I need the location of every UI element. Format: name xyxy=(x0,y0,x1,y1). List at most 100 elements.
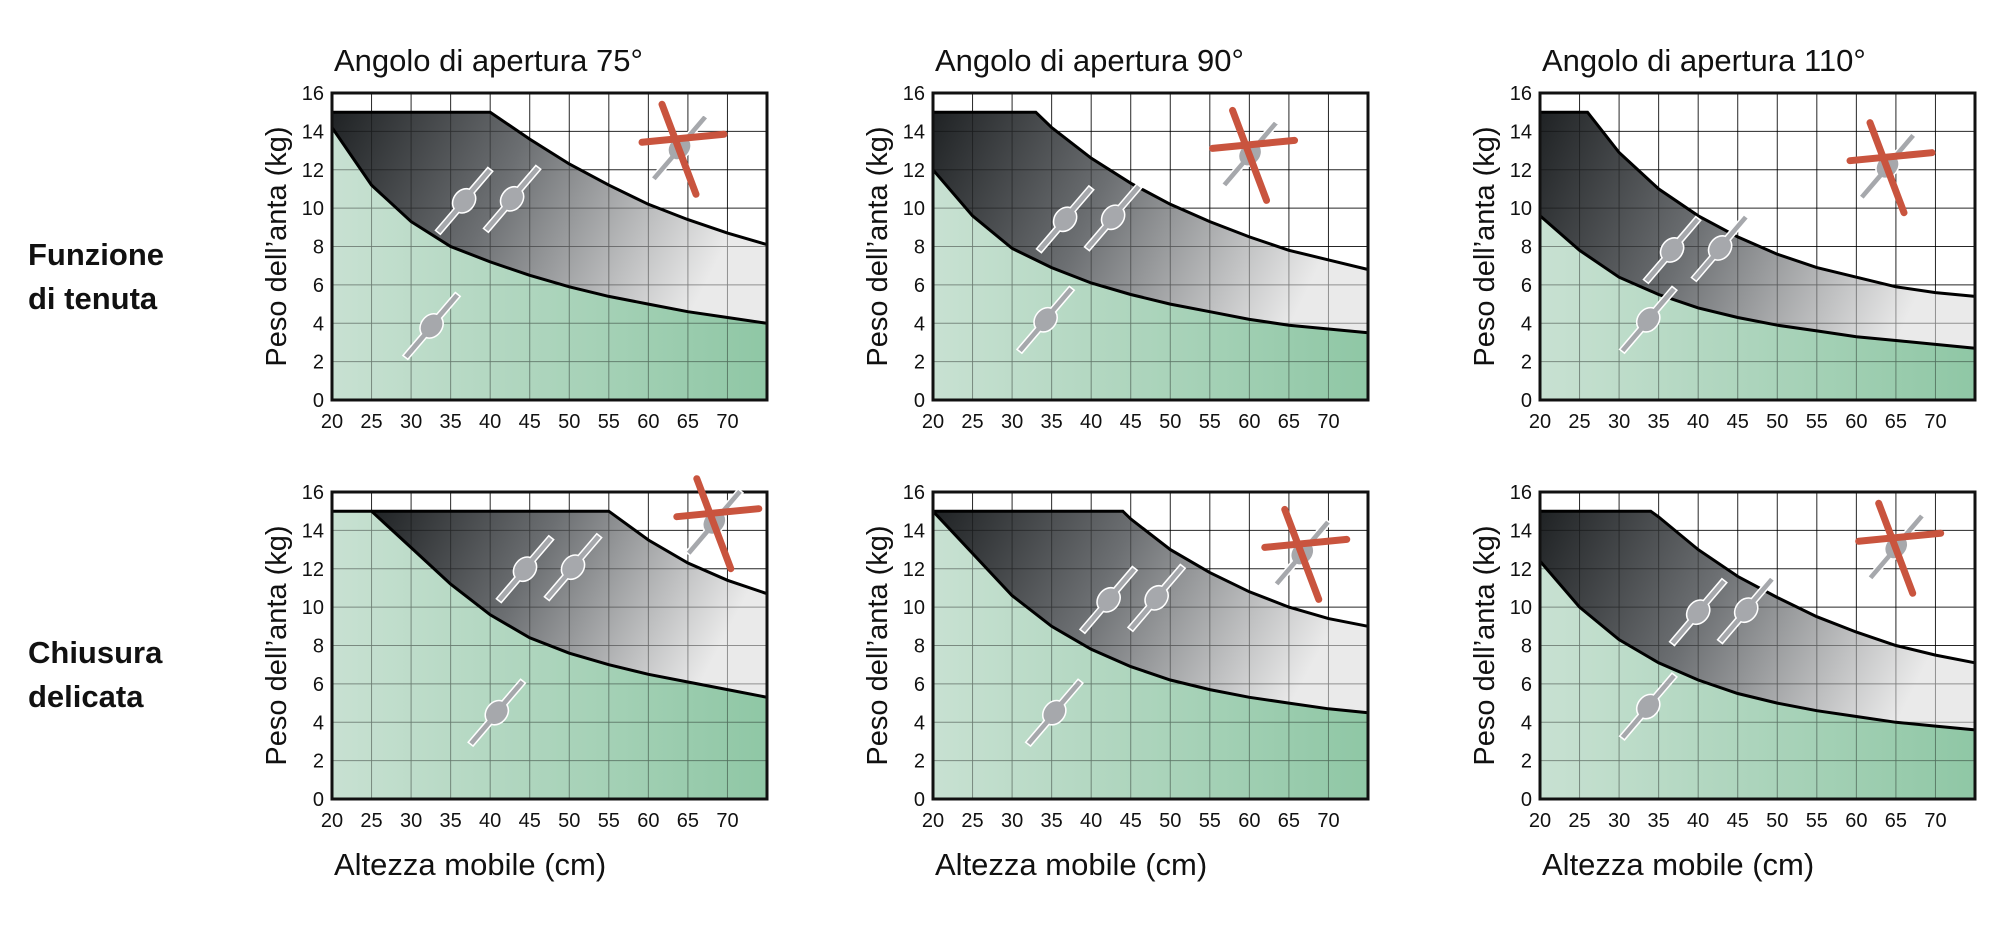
hinge-handle-shape xyxy=(1015,285,1076,355)
x-tick-label: 20 xyxy=(922,411,944,433)
lower-limit-curve xyxy=(330,126,768,325)
operating-zone-overlay xyxy=(1540,511,1975,730)
y-tick-label: 10 xyxy=(302,597,324,619)
y-tick-label: 16 xyxy=(903,83,925,105)
not-allowed-icon xyxy=(1209,106,1299,204)
not-allowed-icon xyxy=(673,475,763,573)
y-tick-label: 14 xyxy=(302,121,324,143)
x-tick-label: 45 xyxy=(519,810,541,832)
operating-zone-overlay xyxy=(371,511,767,698)
row-label-line1: Funzione xyxy=(28,237,165,272)
y-tick-label: 2 xyxy=(313,751,324,773)
cross-stroke-icon xyxy=(1261,535,1351,551)
x-tick-label: 35 xyxy=(440,810,462,832)
y-tick-label: 8 xyxy=(914,636,925,658)
x-tick-label: 65 xyxy=(1885,810,1907,832)
x-tick-label: 30 xyxy=(1608,810,1630,832)
y-tick-label: 16 xyxy=(302,482,324,504)
lower-limit-curve xyxy=(931,510,1369,715)
hinge-handle-shape xyxy=(1690,213,1750,283)
x-tick-label: 55 xyxy=(598,810,620,832)
hinge-handle-shape xyxy=(1083,182,1143,252)
y-tick-label: 8 xyxy=(1521,636,1532,658)
x-tick-label: 20 xyxy=(321,810,343,832)
hinge-handle-shape xyxy=(1642,215,1702,285)
x-tick-label: 50 xyxy=(558,810,580,832)
x-tick-label: 30 xyxy=(400,411,422,433)
single-hinge-icon xyxy=(1024,678,1085,748)
y-tick-label: 2 xyxy=(1521,352,1532,374)
y-tick-label: 12 xyxy=(903,160,925,182)
upper-limit-curve xyxy=(371,509,768,596)
x-tick-label: 35 xyxy=(1041,810,1063,832)
x-tick-label: 50 xyxy=(1159,411,1181,433)
y-tick-label: 8 xyxy=(1521,237,1532,259)
x-tick-label: 40 xyxy=(1080,411,1102,433)
hinge-handle-shape xyxy=(1035,184,1095,254)
cross-stroke-icon xyxy=(1875,499,1917,597)
x-tick-label: 65 xyxy=(677,411,699,433)
cross-stroke-icon xyxy=(638,130,728,146)
double-hinge-icon xyxy=(1668,577,1728,647)
double-hinge-icon xyxy=(1126,563,1187,633)
plot-frame xyxy=(1538,91,1977,402)
hinge-handle-shape xyxy=(1126,563,1187,633)
x-tick-label: 45 xyxy=(1120,411,1142,433)
lower-limit-curve xyxy=(1539,214,1976,350)
x-tick-label: 65 xyxy=(677,810,699,832)
x-tick-label: 65 xyxy=(1278,411,1300,433)
row-label-line2: di tenuta xyxy=(28,281,158,316)
y-tick-label: 6 xyxy=(1521,674,1532,696)
hinge-handle-shape xyxy=(543,532,603,602)
cross-stroke-icon xyxy=(658,100,700,198)
hinge-handle-shape xyxy=(1668,577,1728,647)
y-tick-label: 0 xyxy=(313,789,324,811)
cross-stroke-icon xyxy=(1846,149,1936,165)
x-tick-label: 35 xyxy=(1041,411,1063,433)
y-tick-label: 16 xyxy=(903,482,925,504)
double-hinge-icon xyxy=(543,532,603,602)
plot-frame xyxy=(931,490,1370,801)
x-tick-label: 20 xyxy=(1529,810,1551,832)
chart-1: 0 2 4 6 8 10 12 14 16 20 25 30 35 40 45 50 55 60 65 70 Peso … xyxy=(261,43,769,433)
chart-title: Angolo di apertura 90° xyxy=(935,43,1244,78)
x-tick-label: 30 xyxy=(1001,411,1023,433)
y-tick-label: 12 xyxy=(1510,160,1532,182)
cross-stroke-icon xyxy=(1855,529,1945,545)
safe-zone-overlay xyxy=(933,169,1368,400)
y-tick-label: 10 xyxy=(1510,597,1532,619)
x-tick-label: 55 xyxy=(1806,810,1828,832)
x-tick-label: 60 xyxy=(1845,411,1867,433)
x-tick-label: 20 xyxy=(922,810,944,832)
operating-zone-overlay xyxy=(332,112,767,324)
y-tick-label: 10 xyxy=(903,597,925,619)
x-tick-label: 20 xyxy=(321,411,343,433)
cross-stroke-icon xyxy=(1229,106,1271,204)
y-tick-label: 14 xyxy=(302,520,324,542)
y-tick-label: 14 xyxy=(1510,121,1532,143)
x-tick-label: 40 xyxy=(1080,810,1102,832)
x-tick-label: 55 xyxy=(598,411,620,433)
x-tick-label: 20 xyxy=(1529,411,1551,433)
x-tick-label: 70 xyxy=(716,411,738,433)
y-tick-label: 14 xyxy=(903,121,925,143)
x-tick-label: 25 xyxy=(360,810,382,832)
x-tick-label: 50 xyxy=(558,411,580,433)
x-tick-label: 30 xyxy=(1001,810,1023,832)
y-tick-label: 6 xyxy=(313,275,324,297)
x-tick-label: 60 xyxy=(1845,810,1867,832)
x-tick-label: 25 xyxy=(961,810,983,832)
safe-zone-overlay xyxy=(1540,561,1975,799)
y-tick-label: 0 xyxy=(1521,789,1532,811)
y-tick-label: 2 xyxy=(914,751,925,773)
x-tick-label: 70 xyxy=(1317,411,1339,433)
x-tick-label: 50 xyxy=(1159,810,1181,832)
x-tick-label: 70 xyxy=(1924,810,1946,832)
cross-stroke-icon xyxy=(1866,119,1908,217)
cross-stroke-icon xyxy=(693,475,735,573)
row-label-chiusura-delicata: Chiusura delicata xyxy=(28,631,162,719)
y-tick-label: 4 xyxy=(313,712,324,734)
chart-6: 0 2 4 6 8 10 12 14 16 20 25 30 35 40 45 50 55 60 65 70 Peso … xyxy=(1469,482,1977,882)
